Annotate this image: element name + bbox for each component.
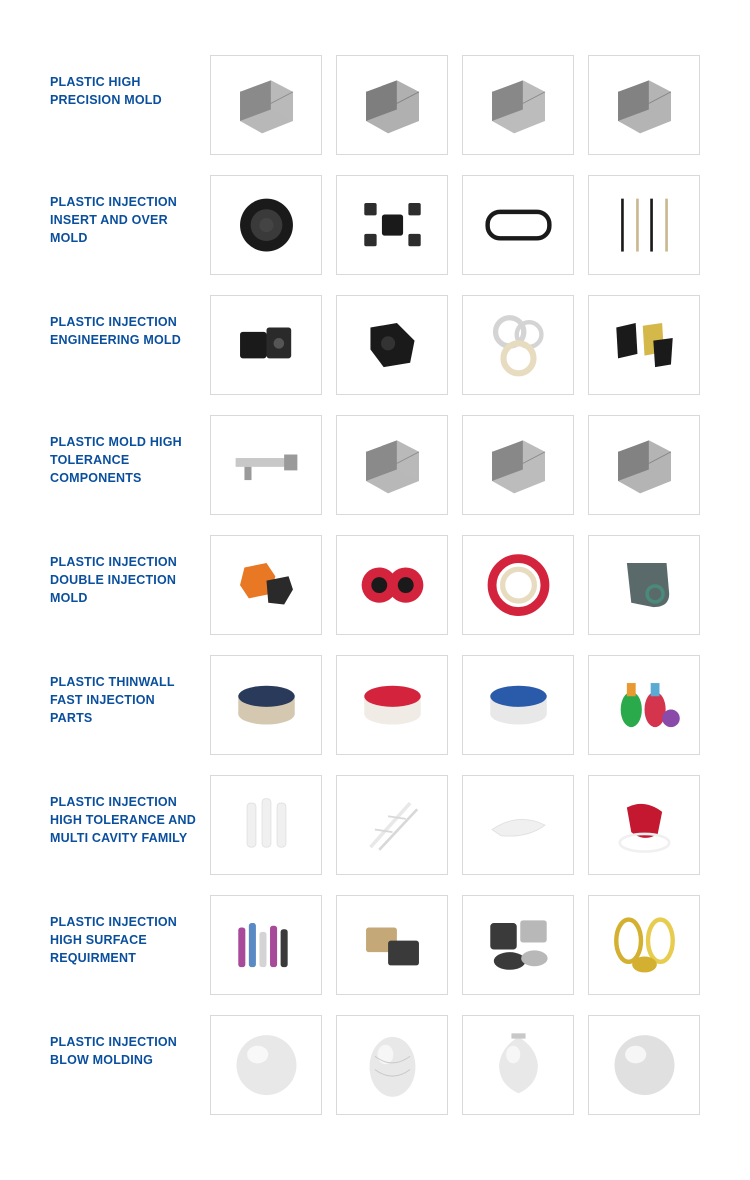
category-row: PLASTIC INJECTION ENGINEERING MOLD — [50, 295, 710, 395]
product-thumbnail[interactable] — [588, 775, 700, 875]
product-thumbnail[interactable] — [462, 895, 574, 995]
product-thumbnail[interactable] — [336, 775, 448, 875]
category-label-col: PLASTIC INJECTION HIGH SURFACE REQUIRMEN… — [50, 895, 210, 967]
category-label-col: PLASTIC INJECTION INSERT AND OVER MOLD — [50, 175, 210, 247]
product-thumbnail[interactable] — [462, 55, 574, 155]
product-thumbnail[interactable] — [588, 175, 700, 275]
category-row: PLASTIC INJECTION HIGH SURFACE REQUIRMEN… — [50, 895, 710, 995]
category-label[interactable]: PLASTIC THINWALL FAST INJECTION PARTS — [50, 673, 198, 727]
category-row: PLASTIC INJECTION INSERT AND OVER MOLD — [50, 175, 710, 275]
category-row: PLASTIC THINWALL FAST INJECTION PARTS — [50, 655, 710, 755]
product-thumbnail[interactable] — [588, 655, 700, 755]
product-thumbnail[interactable] — [588, 415, 700, 515]
product-thumbnail[interactable] — [210, 535, 322, 635]
product-thumbnail[interactable] — [588, 535, 700, 635]
product-thumbnail[interactable] — [462, 1015, 574, 1115]
product-thumbnail[interactable] — [210, 295, 322, 395]
category-label[interactable]: PLASTIC MOLD HIGH TOLERANCE COMPONENTS — [50, 433, 198, 487]
thumbnail-row — [210, 895, 700, 995]
category-label[interactable]: PLASTIC INJECTION DOUBLE INJECTION MOLD — [50, 553, 198, 607]
product-thumbnail[interactable] — [336, 415, 448, 515]
product-thumbnail[interactable] — [210, 655, 322, 755]
product-thumbnail[interactable] — [210, 1015, 322, 1115]
category-label[interactable]: PLASTIC INJECTION HIGH SURFACE REQUIRMEN… — [50, 913, 198, 967]
category-label-col: PLASTIC HIGH PRECISION MOLD — [50, 55, 210, 109]
product-thumbnail[interactable] — [462, 175, 574, 275]
product-thumbnail[interactable] — [336, 1015, 448, 1115]
category-label-col: PLASTIC MOLD HIGH TOLERANCE COMPONENTS — [50, 415, 210, 487]
product-thumbnail[interactable] — [588, 895, 700, 995]
product-thumbnail[interactable] — [462, 775, 574, 875]
category-row: PLASTIC MOLD HIGH TOLERANCE COMPONENTS — [50, 415, 710, 515]
category-grid: PLASTIC HIGH PRECISION MOLD PLASTIC INJEC… — [50, 55, 710, 1115]
product-thumbnail[interactable] — [210, 775, 322, 875]
category-row: PLASTIC INJECTION BLOW MOLDING — [50, 1015, 710, 1115]
product-thumbnail[interactable] — [210, 55, 322, 155]
category-label[interactable]: PLASTIC INJECTION ENGINEERING MOLD — [50, 313, 198, 349]
product-thumbnail[interactable] — [462, 655, 574, 755]
product-thumbnail[interactable] — [462, 295, 574, 395]
product-thumbnail[interactable] — [462, 415, 574, 515]
category-row: PLASTIC HIGH PRECISION MOLD — [50, 55, 710, 155]
thumbnail-row — [210, 55, 700, 155]
thumbnail-row — [210, 535, 700, 635]
category-label[interactable]: PLASTIC INJECTION HIGH TOLERANCE AND MUL… — [50, 793, 198, 847]
thumbnail-row — [210, 775, 700, 875]
product-thumbnail[interactable] — [336, 535, 448, 635]
thumbnail-row — [210, 295, 700, 395]
category-label-col: PLASTIC INJECTION BLOW MOLDING — [50, 1015, 210, 1069]
category-label-col: PLASTIC INJECTION ENGINEERING MOLD — [50, 295, 210, 349]
category-label-col: PLASTIC INJECTION HIGH TOLERANCE AND MUL… — [50, 775, 210, 847]
product-thumbnail[interactable] — [210, 895, 322, 995]
product-thumbnail[interactable] — [210, 175, 322, 275]
category-label-col: PLASTIC INJECTION DOUBLE INJECTION MOLD — [50, 535, 210, 607]
product-thumbnail[interactable] — [336, 55, 448, 155]
category-label-col: PLASTIC THINWALL FAST INJECTION PARTS — [50, 655, 210, 727]
product-thumbnail[interactable] — [462, 535, 574, 635]
product-thumbnail[interactable] — [336, 175, 448, 275]
product-thumbnail[interactable] — [336, 895, 448, 995]
product-thumbnail[interactable] — [588, 295, 700, 395]
category-row: PLASTIC INJECTION HIGH TOLERANCE AND MUL… — [50, 775, 710, 875]
thumbnail-row — [210, 175, 700, 275]
thumbnail-row — [210, 655, 700, 755]
product-thumbnail[interactable] — [336, 655, 448, 755]
product-thumbnail[interactable] — [588, 55, 700, 155]
category-row: PLASTIC INJECTION DOUBLE INJECTION MOLD — [50, 535, 710, 635]
category-label[interactable]: PLASTIC INJECTION INSERT AND OVER MOLD — [50, 193, 198, 247]
product-thumbnail[interactable] — [588, 1015, 700, 1115]
product-thumbnail[interactable] — [336, 295, 448, 395]
product-thumbnail[interactable] — [210, 415, 322, 515]
category-label[interactable]: PLASTIC HIGH PRECISION MOLD — [50, 73, 198, 109]
thumbnail-row — [210, 1015, 700, 1115]
category-label[interactable]: PLASTIC INJECTION BLOW MOLDING — [50, 1033, 198, 1069]
thumbnail-row — [210, 415, 700, 515]
